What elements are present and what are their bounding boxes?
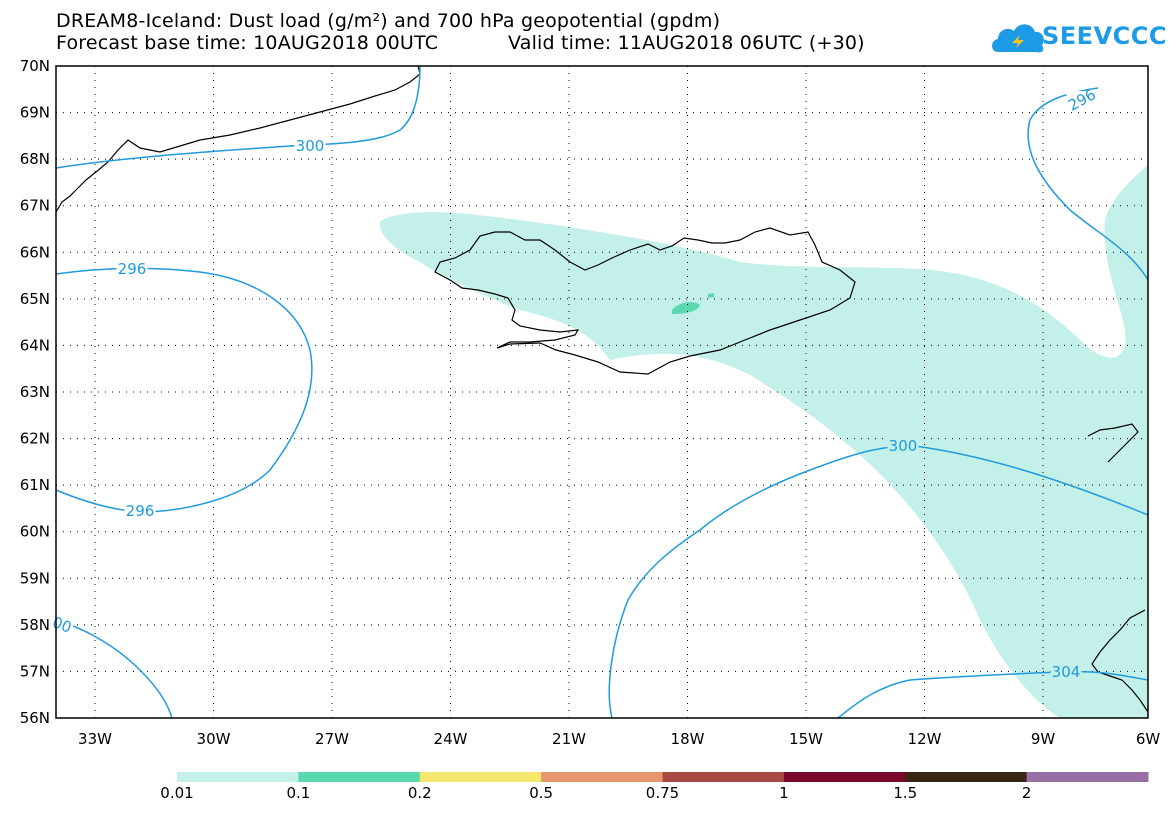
contour-300-north	[55, 65, 421, 169]
legend-swatch	[783, 772, 906, 782]
dust-area-low	[379, 165, 1148, 718]
contour-label-bg	[294, 137, 326, 155]
legend-label: 2	[1021, 784, 1032, 802]
lat-tick-label: 65N	[20, 290, 50, 308]
dust-area-mid-2	[708, 293, 714, 298]
contour-label: 300	[889, 437, 918, 455]
lat-tick-label: 66N	[20, 243, 50, 261]
map-subtitle-valid-time: Valid time: 11AUG2018 06UTC (+30)	[508, 32, 865, 54]
lat-tick-label: 64N	[20, 336, 50, 354]
iceland-coastline	[434, 227, 856, 375]
legend-swatch	[298, 772, 421, 782]
contour-label-bg	[116, 260, 148, 278]
lon-tick-label: 24W	[434, 730, 468, 748]
lat-tick-label: 69N	[20, 104, 50, 122]
lon-tick-label: 27W	[315, 730, 349, 748]
lon-tick-label: 18W	[671, 730, 705, 748]
greenland-coastline	[55, 65, 421, 213]
grid-lines	[56, 66, 1148, 718]
legend-swatch	[177, 772, 299, 782]
lon-tick-label: 21W	[552, 730, 586, 748]
lat-tick-label: 61N	[20, 476, 50, 494]
lat-tick-label: 63N	[20, 383, 50, 401]
dust-area-mid	[672, 302, 700, 314]
lon-tick-label: 33W	[78, 730, 112, 748]
map-frame	[55, 65, 1149, 719]
lat-tick-label: 59N	[20, 569, 50, 587]
lon-tick-label: 9W	[1031, 730, 1056, 748]
legend-label: 0.1	[286, 784, 311, 802]
lat-tick-label: 62N	[20, 430, 50, 448]
contour-label: 300	[296, 137, 325, 155]
contour-300-southwest	[55, 619, 173, 719]
faroe-coastline	[1087, 423, 1139, 463]
contour-296-west	[55, 267, 313, 513]
legend-swatch	[1026, 772, 1149, 782]
legend-label: 0.5	[529, 784, 554, 802]
contour-label: 304	[1052, 663, 1081, 681]
lat-tick-label: 58N	[20, 616, 50, 634]
contour-304	[837, 670, 1149, 719]
contour-label: 296	[126, 502, 155, 520]
legend-colorbar	[177, 772, 1149, 782]
lat-tick-label: 60N	[20, 523, 50, 541]
legend-label: 1	[779, 784, 789, 802]
contour-label: 296	[1065, 85, 1099, 114]
contour-label-bg	[1050, 663, 1082, 681]
legend-swatch	[541, 772, 663, 782]
legend-label: 0.01	[160, 784, 194, 802]
lat-tick-label: 68N	[20, 150, 50, 168]
contour-label: 296	[118, 260, 147, 278]
lat-tick-label: 57N	[20, 662, 50, 680]
lat-tick-label: 56N	[20, 709, 50, 727]
legend-label: 0.75	[645, 784, 680, 802]
map-title: DREAM8-Iceland: Dust load (g/m²) and 700…	[56, 10, 721, 32]
legend-swatch	[662, 772, 785, 782]
map-subtitle-base-time: Forecast base time: 10AUG2018 00UTC	[56, 32, 439, 54]
legend-label: 0.2	[407, 784, 432, 802]
lon-tick-label: 12W	[908, 730, 942, 748]
contour-300-east	[608, 445, 1149, 719]
legend-label: 1.5	[893, 784, 918, 802]
lon-tick-label: 30W	[197, 730, 231, 748]
contour-label-bg	[1066, 91, 1098, 109]
logo-text: SEEVCCC	[1042, 22, 1167, 50]
lat-tick-label: 70N	[20, 57, 50, 75]
legend-swatch	[905, 772, 1028, 782]
legend-swatch	[419, 772, 542, 782]
contour-label-bg	[124, 502, 156, 520]
lon-tick-label: 6W	[1136, 730, 1161, 748]
lon-tick-label: 15W	[789, 730, 823, 748]
contour-296-northeast	[1027, 87, 1149, 281]
lat-tick-label: 67N	[20, 197, 50, 215]
contour-label-bg	[887, 437, 919, 455]
cloud-icon	[992, 24, 1044, 53]
scotland-coastline	[1091, 609, 1149, 713]
